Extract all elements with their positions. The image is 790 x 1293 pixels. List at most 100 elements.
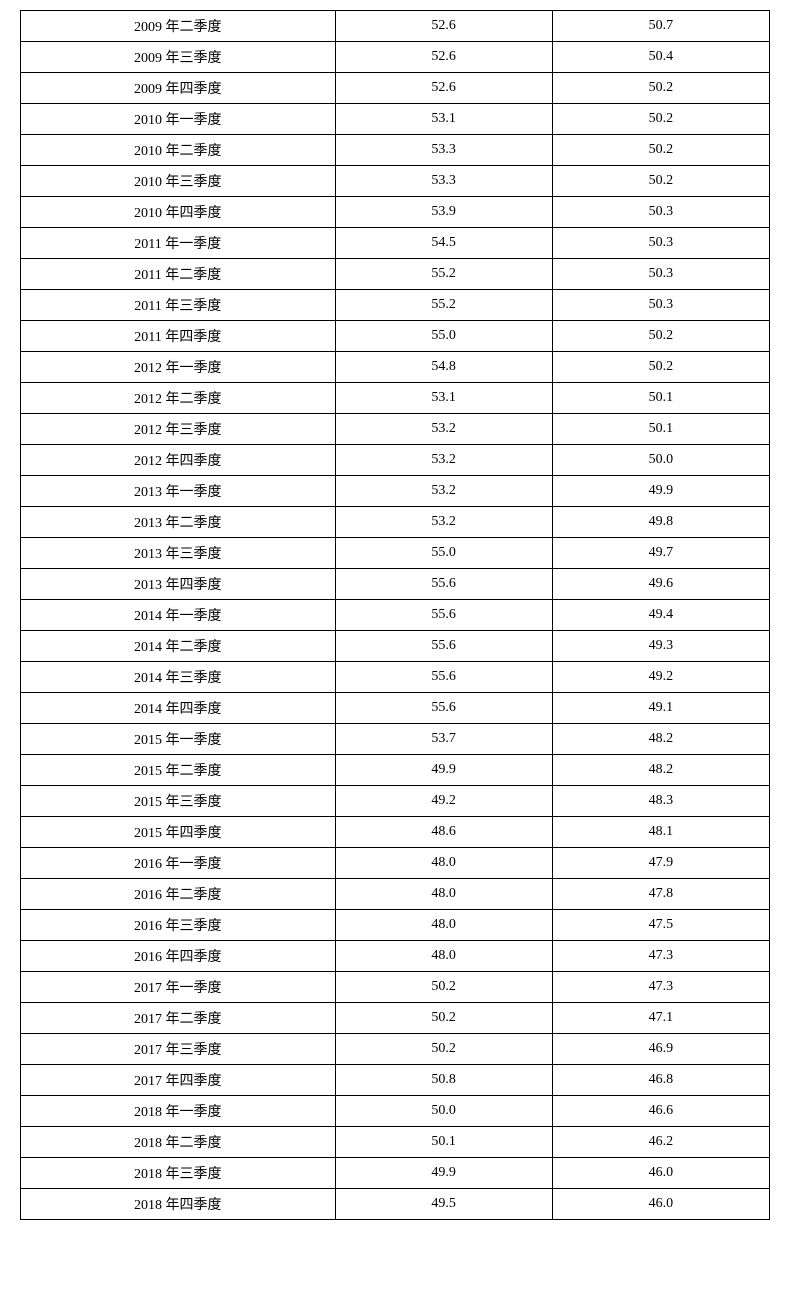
table-cell: 2018 年一季度 <box>21 1096 336 1127</box>
table-cell: 47.5 <box>552 910 769 941</box>
table-row: 2013 年三季度55.049.7 <box>21 538 770 569</box>
table-cell: 2018 年二季度 <box>21 1127 336 1158</box>
table-cell: 2013 年一季度 <box>21 476 336 507</box>
table-cell: 50.1 <box>552 383 769 414</box>
table-row: 2014 年三季度55.649.2 <box>21 662 770 693</box>
table-cell: 55.6 <box>335 693 552 724</box>
table-cell: 49.2 <box>335 786 552 817</box>
table-cell: 53.1 <box>335 383 552 414</box>
table-row: 2015 年三季度49.248.3 <box>21 786 770 817</box>
table-cell: 52.6 <box>335 11 552 42</box>
table-row: 2017 年二季度50.247.1 <box>21 1003 770 1034</box>
table-row: 2015 年四季度48.648.1 <box>21 817 770 848</box>
table-body: 2009 年二季度52.650.72009 年三季度52.650.42009 年… <box>21 11 770 1220</box>
table-cell: 50.2 <box>552 321 769 352</box>
table-cell: 48.0 <box>335 910 552 941</box>
table-row: 2013 年一季度53.249.9 <box>21 476 770 507</box>
table-cell: 49.9 <box>335 755 552 786</box>
table-row: 2016 年二季度48.047.8 <box>21 879 770 910</box>
table-cell: 55.2 <box>335 290 552 321</box>
table-cell: 2017 年二季度 <box>21 1003 336 1034</box>
table-row: 2009 年二季度52.650.7 <box>21 11 770 42</box>
table-cell: 54.8 <box>335 352 552 383</box>
table-cell: 2011 年三季度 <box>21 290 336 321</box>
table-cell: 2011 年二季度 <box>21 259 336 290</box>
table-cell: 53.2 <box>335 476 552 507</box>
table-cell: 2014 年一季度 <box>21 600 336 631</box>
table-cell: 2010 年二季度 <box>21 135 336 166</box>
table-cell: 2017 年一季度 <box>21 972 336 1003</box>
table-cell: 49.9 <box>335 1158 552 1189</box>
table-cell: 2014 年三季度 <box>21 662 336 693</box>
table-cell: 2013 年二季度 <box>21 507 336 538</box>
table-cell: 2015 年四季度 <box>21 817 336 848</box>
table-cell: 2012 年三季度 <box>21 414 336 445</box>
table-cell: 48.0 <box>335 879 552 910</box>
table-cell: 53.9 <box>335 197 552 228</box>
table-cell: 55.6 <box>335 600 552 631</box>
table-cell: 53.3 <box>335 166 552 197</box>
table-row: 2012 年三季度53.250.1 <box>21 414 770 445</box>
table-cell: 50.2 <box>552 352 769 383</box>
table-cell: 2017 年三季度 <box>21 1034 336 1065</box>
table-cell: 50.2 <box>335 1003 552 1034</box>
table-cell: 53.3 <box>335 135 552 166</box>
table-cell: 55.0 <box>335 321 552 352</box>
table-cell: 2016 年一季度 <box>21 848 336 879</box>
table-cell: 53.2 <box>335 445 552 476</box>
table-cell: 49.3 <box>552 631 769 662</box>
table-cell: 48.0 <box>335 848 552 879</box>
table-row: 2016 年一季度48.047.9 <box>21 848 770 879</box>
table-cell: 2016 年四季度 <box>21 941 336 972</box>
table-cell: 47.1 <box>552 1003 769 1034</box>
table-cell: 50.4 <box>552 42 769 73</box>
table-cell: 49.9 <box>552 476 769 507</box>
table-row: 2013 年二季度53.249.8 <box>21 507 770 538</box>
table-row: 2009 年三季度52.650.4 <box>21 42 770 73</box>
table-cell: 50.3 <box>552 197 769 228</box>
table-cell: 48.2 <box>552 724 769 755</box>
table-cell: 50.2 <box>552 135 769 166</box>
table-cell: 48.1 <box>552 817 769 848</box>
table-cell: 2010 年四季度 <box>21 197 336 228</box>
table-cell: 49.7 <box>552 538 769 569</box>
table-cell: 2017 年四季度 <box>21 1065 336 1096</box>
table-row: 2015 年一季度53.748.2 <box>21 724 770 755</box>
table-cell: 2012 年四季度 <box>21 445 336 476</box>
table-cell: 50.8 <box>335 1065 552 1096</box>
table-cell: 53.7 <box>335 724 552 755</box>
table-cell: 2012 年二季度 <box>21 383 336 414</box>
table-cell: 48.3 <box>552 786 769 817</box>
table-cell: 2015 年二季度 <box>21 755 336 786</box>
table-cell: 2009 年三季度 <box>21 42 336 73</box>
table-cell: 49.2 <box>552 662 769 693</box>
table-cell: 50.0 <box>552 445 769 476</box>
table-row: 2011 年二季度55.250.3 <box>21 259 770 290</box>
table-cell: 53.2 <box>335 414 552 445</box>
table-cell: 49.6 <box>552 569 769 600</box>
table-cell: 50.2 <box>552 104 769 135</box>
table-row: 2011 年一季度54.550.3 <box>21 228 770 259</box>
table-row: 2014 年二季度55.649.3 <box>21 631 770 662</box>
table-cell: 48.2 <box>552 755 769 786</box>
table-cell: 50.2 <box>552 166 769 197</box>
table-cell: 47.8 <box>552 879 769 910</box>
table-cell: 49.5 <box>335 1189 552 1220</box>
table-cell: 2018 年四季度 <box>21 1189 336 1220</box>
table-cell: 2015 年一季度 <box>21 724 336 755</box>
table-cell: 55.6 <box>335 662 552 693</box>
table-cell: 50.2 <box>552 73 769 104</box>
table-row: 2017 年一季度50.247.3 <box>21 972 770 1003</box>
table-cell: 50.2 <box>335 1034 552 1065</box>
table-row: 2011 年三季度55.250.3 <box>21 290 770 321</box>
table-cell: 2013 年四季度 <box>21 569 336 600</box>
table-cell: 46.6 <box>552 1096 769 1127</box>
table-cell: 49.1 <box>552 693 769 724</box>
table-row: 2013 年四季度55.649.6 <box>21 569 770 600</box>
table-cell: 2016 年三季度 <box>21 910 336 941</box>
table-row: 2018 年三季度49.946.0 <box>21 1158 770 1189</box>
table-cell: 2013 年三季度 <box>21 538 336 569</box>
table-row: 2014 年四季度55.649.1 <box>21 693 770 724</box>
table-cell: 2015 年三季度 <box>21 786 336 817</box>
data-table: 2009 年二季度52.650.72009 年三季度52.650.42009 年… <box>20 10 770 1220</box>
